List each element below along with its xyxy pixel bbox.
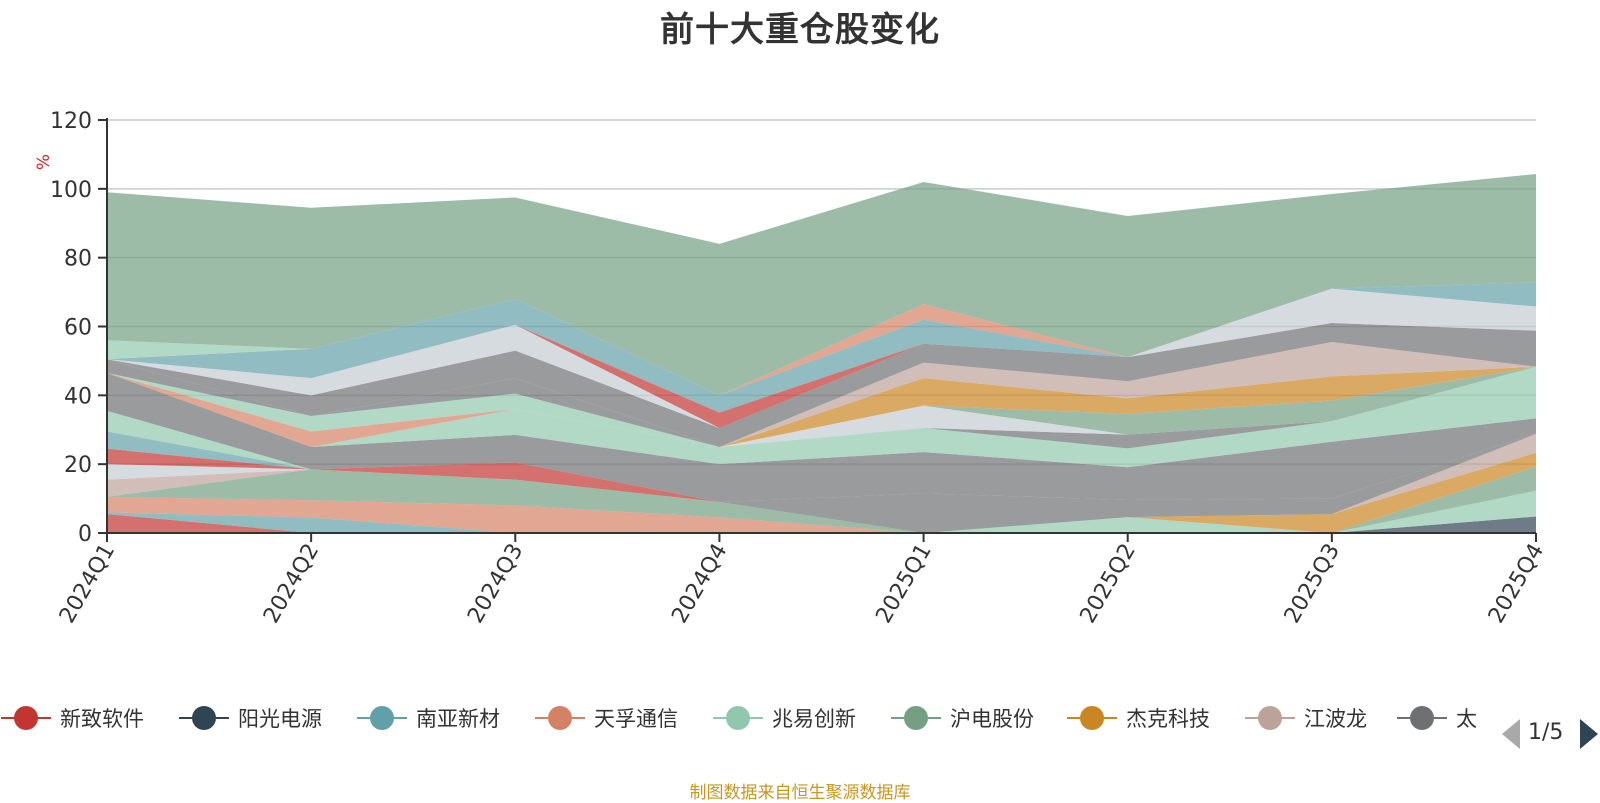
x-tick-label: 2025Q2 — [1076, 540, 1141, 628]
legend-marker-icon — [713, 706, 763, 730]
legend-item[interactable]: 兆易创新 — [712, 700, 856, 736]
legend-item[interactable]: 南亚新材 — [356, 700, 500, 736]
legend-label: 杰克科技 — [1126, 707, 1210, 731]
x-tick-label: 2024Q2 — [259, 540, 324, 628]
stacked-area-chart: 0 20 40 60 80 100 120 2024Q1 2024Q2 2024Q3 2024Q4… — [34, 109, 1549, 628]
legend-prev-page-arrow-icon[interactable] — [1502, 719, 1520, 749]
area-series-18 — [107, 366, 1536, 447]
legend-marker-icon — [179, 706, 229, 730]
legend-next-page-arrow-icon[interactable] — [1580, 719, 1598, 749]
legend-marker-icon — [1067, 706, 1117, 730]
legend-item[interactable]: 太极实业 — [1396, 700, 1477, 736]
legend-marker-icon — [1, 706, 51, 730]
area-series-20 — [107, 366, 1536, 447]
y-tick-label: 60 — [64, 316, 92, 341]
legend-label: 天孚通信 — [594, 707, 678, 731]
y-tick-label: 120 — [50, 109, 92, 134]
area-series-21 — [107, 366, 1536, 447]
legend-item[interactable]: 天孚通信 — [534, 700, 678, 736]
legend-label: 阳光电源 — [238, 707, 322, 731]
area-series-1 — [107, 514, 1536, 533]
legend-page-indicator: 1/5 — [1528, 720, 1564, 745]
area-series-6 — [107, 466, 1536, 533]
area-series-26 — [107, 288, 1536, 429]
y-tick-label: 80 — [64, 247, 92, 272]
area-series-12 — [107, 433, 1536, 503]
legend-label: 南亚新材 — [416, 707, 500, 731]
x-tick-label: 2024Q1 — [55, 540, 120, 628]
y-tick-label: 40 — [64, 384, 92, 409]
x-tick-label: 2025Q4 — [1484, 540, 1549, 628]
area-series-16 — [107, 366, 1536, 468]
legend-label: 新致软件 — [60, 707, 144, 731]
legend-marker-icon — [535, 706, 585, 730]
area-series-23 — [107, 341, 1536, 447]
legend-label: 沪电股份 — [950, 707, 1034, 731]
area-series-25 — [107, 323, 1536, 447]
legend-label: 兆易创新 — [772, 707, 856, 731]
x-tick-label: 2024Q3 — [463, 540, 528, 628]
area-series-9 — [107, 433, 1536, 533]
legend-label: 江波龙 — [1304, 707, 1367, 731]
area-series-15 — [107, 372, 1536, 503]
area-series-31 — [107, 174, 1536, 396]
x-tick-label: 2024Q4 — [667, 540, 732, 628]
legend-item[interactable]: 江波龙 — [1244, 700, 1367, 736]
legend-items: 新致软件 阳光电源 南亚新材 天孚通信 兆易创新 沪电股份 杰克科技 江波龙 太极实业 — [0, 700, 1477, 736]
chart-title: 前十大重仓股变化 — [660, 10, 940, 50]
y-tick-label: 20 — [64, 453, 92, 478]
legend-item[interactable]: 杰克科技 — [1066, 700, 1210, 736]
y-tick-label: 100 — [50, 178, 92, 203]
y-tick-label: 0 — [78, 522, 92, 547]
legend-marker-icon — [891, 706, 941, 730]
legend-marker-icon — [1397, 706, 1447, 730]
legend-item[interactable]: 新致软件 — [0, 700, 144, 736]
legend-item[interactable]: 阳光电源 — [178, 700, 322, 736]
legend-marker-icon — [357, 706, 407, 730]
area-series-2 — [107, 514, 1536, 533]
area-series-5 — [107, 490, 1536, 533]
area-series — [107, 174, 1536, 533]
x-tick-label: 2025Q3 — [1280, 540, 1345, 628]
area-series-4 — [107, 496, 1536, 533]
legend: 新致软件 阳光电源 南亚新材 天孚通信 兆易创新 沪电股份 杰克科技 江波龙 太极实业 — [0, 700, 1600, 736]
legend-label: 太极实业 — [1456, 707, 1477, 731]
source-note: 制图数据来自恒生聚源数据库 — [689, 783, 911, 803]
x-tick-label: 2025Q1 — [871, 540, 936, 628]
legend-item[interactable]: 沪电股份 — [890, 700, 1034, 736]
y-axis-unit-label: % — [34, 154, 54, 170]
legend-marker-icon — [1245, 706, 1295, 730]
y-axis-ticks: 0 20 40 60 80 100 120 — [50, 109, 107, 547]
x-axis-ticks: 2024Q1 2024Q2 2024Q3 2024Q4 2025Q1 2025Q2 2025… — [55, 533, 1549, 628]
area-series-28 — [107, 282, 1536, 413]
